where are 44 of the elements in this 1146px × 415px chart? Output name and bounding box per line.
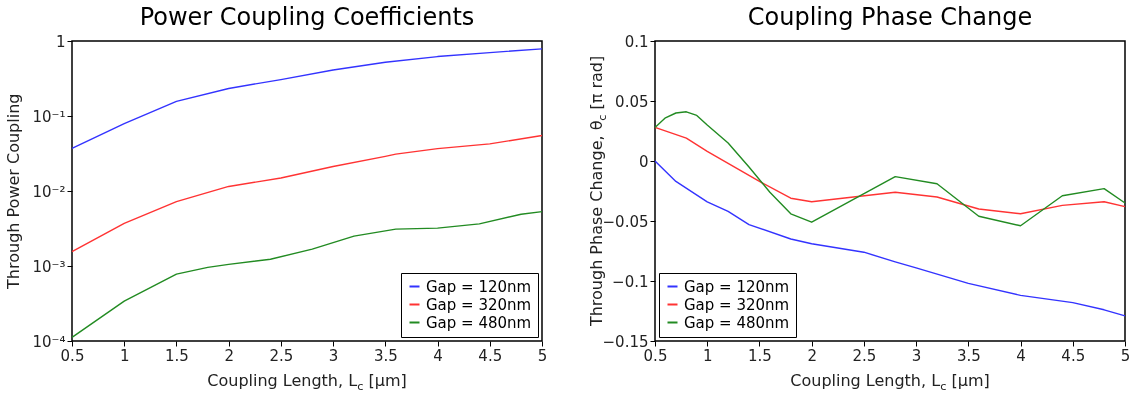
chart-title: Power Coupling Coefficients <box>139 3 475 31</box>
y-axis-title: Through Power Coupling <box>4 93 23 290</box>
x-tick-label: 5 <box>537 346 548 365</box>
y-tick-label: 0.1 <box>624 32 649 51</box>
x-tick-label: 4.5 <box>1061 346 1086 365</box>
x-tick-label: 1 <box>702 346 713 365</box>
x-tick-label: 2 <box>224 346 234 365</box>
y-tick-label: 10⁻² <box>32 182 66 201</box>
line-series <box>654 126 1126 215</box>
y-tick-label: 10⁻³ <box>32 257 66 276</box>
y-tick-label: −0.05 <box>602 212 649 231</box>
x-tick-label: 3 <box>328 346 339 365</box>
legend-label: Gap = 480nm <box>684 313 790 332</box>
x-tick-label: 2 <box>807 346 817 365</box>
y-tick-label: 0.05 <box>615 92 649 111</box>
line-series <box>654 160 1126 317</box>
line-series <box>71 134 543 253</box>
line-series <box>71 210 543 339</box>
legend-label: Gap = 120nm <box>426 277 532 296</box>
x-tick-label: 3.5 <box>373 346 398 365</box>
x-tick-label: 5 <box>1120 346 1131 365</box>
x-tick-label: 1 <box>119 346 130 365</box>
legend-label: Gap = 320nm <box>684 295 790 314</box>
line-series <box>654 111 1126 227</box>
x-tick-label: 3.5 <box>956 346 981 365</box>
x-tick-label: 1.5 <box>165 346 189 365</box>
x-tick-label: 2.5 <box>269 346 294 365</box>
legend-label: Gap = 320nm <box>426 295 532 314</box>
y-tick-label: 10⁻¹ <box>32 107 66 126</box>
x-tick-label: 1.5 <box>748 346 772 365</box>
x-tick-label: 0.5 <box>60 346 85 365</box>
chart-title: Coupling Phase Change <box>747 3 1033 31</box>
y-tick-label: −0.1 <box>612 272 649 291</box>
legend-label: Gap = 120nm <box>684 277 790 296</box>
x-tick-label: 4 <box>1016 346 1026 365</box>
x-tick-label: 3 <box>911 346 922 365</box>
y-tick-label: 0 <box>638 152 649 171</box>
x-tick-label: 4 <box>433 346 443 365</box>
legend-label: Gap = 480nm <box>426 313 532 332</box>
x-tick-label: 0.5 <box>643 346 668 365</box>
line-series <box>71 48 543 150</box>
x-tick-label: 2.5 <box>852 346 877 365</box>
y-tick-label: 1 <box>55 32 66 51</box>
x-tick-label: 4.5 <box>478 346 503 365</box>
